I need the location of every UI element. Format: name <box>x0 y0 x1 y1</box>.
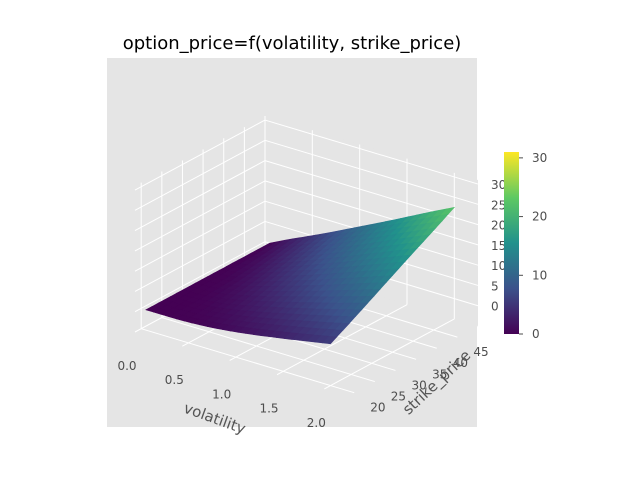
x-tick-label: 2.0 <box>307 416 326 430</box>
colorbar-tick-label: 10 <box>532 268 547 282</box>
z-tick-label: 15 <box>491 239 506 253</box>
z-tick-label: 0 <box>491 300 499 314</box>
surface <box>145 206 456 345</box>
z-tick-label: 30 <box>491 178 506 192</box>
y-tick-label: 40 <box>453 356 468 370</box>
colorbar <box>504 152 519 334</box>
z-tick-label: 20 <box>491 219 506 233</box>
grid-line <box>134 180 266 252</box>
y-tick-label: 25 <box>391 390 406 404</box>
grid-line <box>324 318 455 390</box>
grid-line <box>161 317 375 383</box>
z-tick-label: 5 <box>491 279 499 293</box>
y-tick-label: 30 <box>412 378 427 392</box>
z-tick-label: 10 <box>491 259 506 273</box>
colorbar-tick-label: 0 <box>532 327 540 341</box>
surface-patch <box>322 335 338 345</box>
y-tick-label: 35 <box>432 367 447 381</box>
grid-line <box>134 119 266 191</box>
x-tick-label: 1.0 <box>212 387 231 401</box>
tick-labels: 0.0 0.5 1.0 1.5 2.0 20 25 30 35 40 45 0 5 10 15 20 25 30 <box>117 178 506 430</box>
x-tick-label: 1.5 <box>259 402 278 416</box>
grid-line <box>134 200 266 272</box>
colorbar-tick-label: 30 <box>532 151 547 165</box>
colorbar-ticks: 0 10 20 30 <box>519 151 547 341</box>
z-tick-label: 25 <box>491 198 506 212</box>
grid-line <box>276 304 408 376</box>
grid-line <box>134 241 266 313</box>
grid-line <box>264 139 479 205</box>
grid-line <box>134 160 266 232</box>
grid-line <box>134 221 266 292</box>
colorbar-tick-label: 20 <box>532 210 547 224</box>
y-tick-label: 20 <box>370 401 385 415</box>
chart-title: option_price=f(volatility, strike_price) <box>123 33 462 54</box>
grid-line <box>141 328 355 394</box>
y-tick-label: 45 <box>473 345 488 359</box>
grid-line <box>264 180 479 246</box>
grid-line <box>264 119 479 185</box>
grid-line <box>134 139 266 211</box>
x-tick-label: 0.5 <box>165 373 184 387</box>
x-tick-label: 0.0 <box>117 359 136 373</box>
